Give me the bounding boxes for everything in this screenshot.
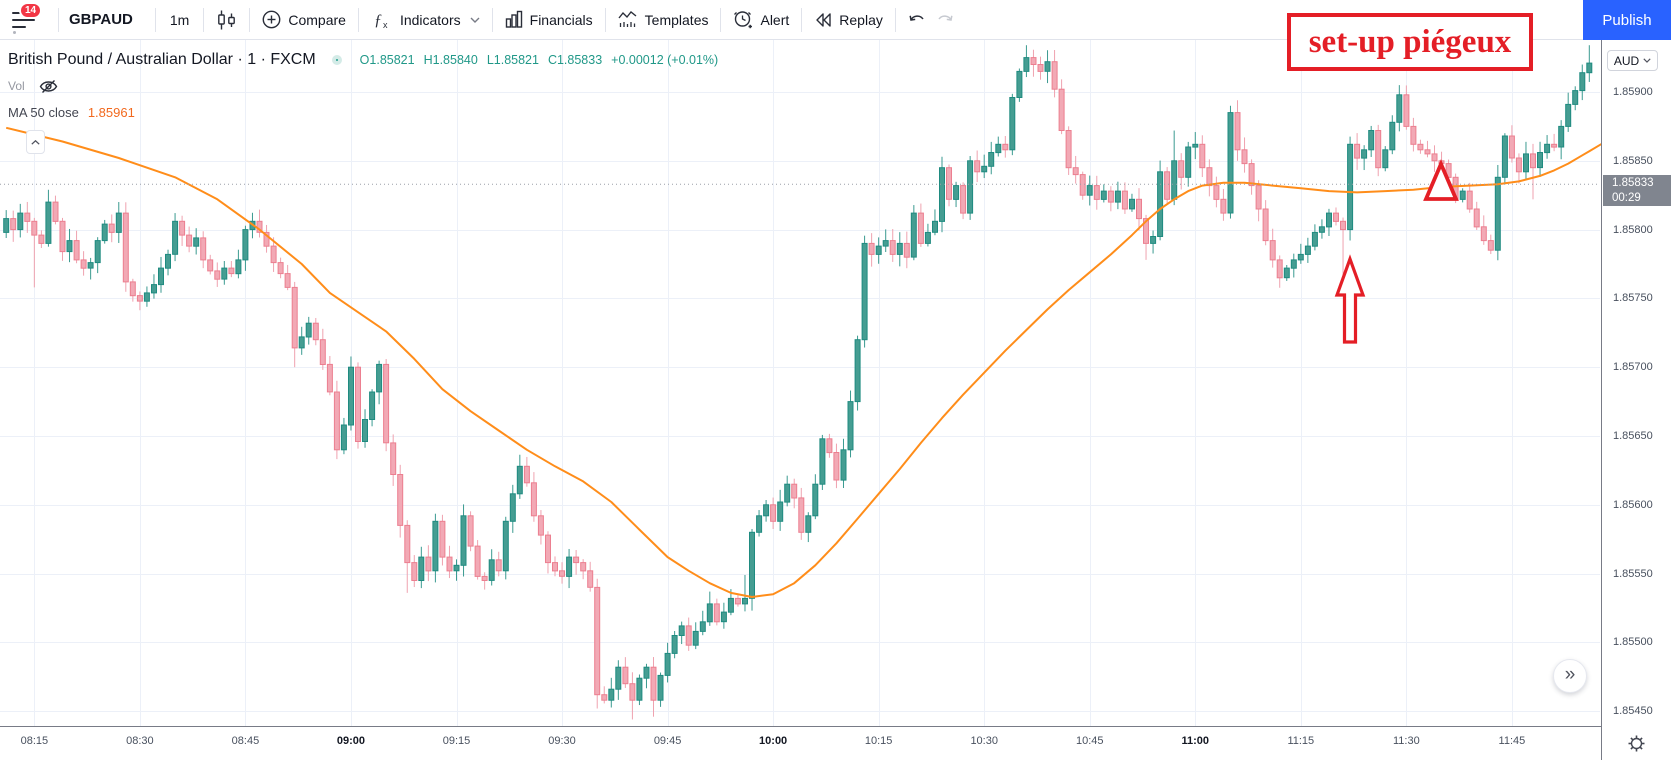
ohlc-item: C1.85833 bbox=[547, 53, 603, 67]
replay-button[interactable]: Replay bbox=[802, 0, 895, 40]
time-axis-label: 09:30 bbox=[548, 735, 576, 747]
time-axis-label: 08:30 bbox=[126, 735, 154, 747]
grid bbox=[0, 40, 1600, 726]
toolbar-separator bbox=[720, 7, 722, 32]
toolbar-separator bbox=[249, 7, 251, 32]
alert-button[interactable]: Alert bbox=[721, 0, 801, 40]
time-axis-label: 09:45 bbox=[653, 735, 682, 747]
rewind-icon bbox=[816, 12, 831, 27]
toolbar-separator bbox=[604, 7, 606, 32]
ma-line bbox=[5, 126, 1603, 598]
ohlc-item: L1.85821 bbox=[486, 53, 539, 67]
price-axis-label: 1.85650 bbox=[1613, 430, 1653, 442]
interval-button[interactable]: 1m bbox=[169, 11, 190, 28]
alarm-clock-icon bbox=[734, 10, 753, 28]
chevron-down-icon bbox=[470, 17, 480, 23]
scroll-to-recent-button[interactable]: » bbox=[1553, 659, 1587, 693]
price-axis[interactable]: 1.85833 00:29 1.85900 1.85850 1.85800 1.857… bbox=[1601, 40, 1671, 726]
time-axis[interactable]: 08:15 08:30 08:45 09:00 09:15 09:30 09:45 10:00… bbox=[0, 726, 1671, 760]
time-axis-label: 08:15 bbox=[20, 735, 49, 747]
axis-settings-corner[interactable] bbox=[1601, 726, 1671, 760]
compare-button[interactable]: Compare bbox=[250, 0, 358, 40]
time-axis-label: 10:00 bbox=[759, 735, 788, 747]
indicators-button[interactable]: ƒ x Indicators bbox=[359, 0, 492, 40]
bar-countdown: 00:29 bbox=[1612, 192, 1641, 205]
volume-indicator-label[interactable]: Vol bbox=[8, 79, 25, 93]
price-axis-label: 1.85750 bbox=[1613, 292, 1653, 305]
collapse-legend-button[interactable] bbox=[26, 130, 45, 154]
undo-icon[interactable] bbox=[908, 13, 926, 27]
last-price-badge: 1.85833 00:29 bbox=[1603, 175, 1671, 207]
double-chevron-right-icon: » bbox=[1564, 663, 1576, 685]
time-axis-label: 11:30 bbox=[1393, 735, 1420, 747]
price-axis-label: 1.85450 bbox=[1613, 705, 1653, 718]
function-icon: ƒ x bbox=[374, 12, 388, 30]
main-menu-button[interactable]: 14 bbox=[0, 0, 58, 40]
symbol-button[interactable]: GBPAUD bbox=[69, 11, 133, 28]
time-axis-label: 09:00 bbox=[336, 735, 366, 747]
price-axis-label: 1.85600 bbox=[1613, 498, 1653, 511]
gear-icon bbox=[1628, 735, 1645, 751]
financials-button[interactable]: Financials bbox=[493, 0, 605, 40]
currency-dropdown[interactable]: AUD bbox=[1607, 50, 1658, 71]
toolbar-separator bbox=[894, 7, 896, 32]
bar-chart-icon bbox=[505, 10, 522, 28]
time-axis-label: 10:30 bbox=[970, 735, 998, 747]
chevron-up-icon bbox=[31, 139, 40, 145]
compare-plus-icon bbox=[262, 10, 281, 29]
time-axis-label: 08:45 bbox=[231, 735, 260, 747]
svg-text:ƒ: ƒ bbox=[374, 12, 382, 29]
publish-button[interactable]: Publish bbox=[1583, 0, 1671, 40]
toolbar-separator bbox=[154, 7, 156, 32]
time-axis-label: 09:15 bbox=[442, 735, 471, 747]
symbol-title[interactable]: British Pound / Australian Dollar · 1 · … bbox=[8, 51, 316, 68]
candles bbox=[3, 45, 1593, 720]
ma-indicator-label[interactable]: MA 50 close bbox=[8, 104, 79, 120]
price-axis-label: 1.85550 bbox=[1613, 567, 1653, 580]
sparkline-icon bbox=[618, 11, 637, 27]
redo-icon[interactable] bbox=[936, 13, 954, 27]
visibility-off-icon[interactable] bbox=[39, 79, 58, 94]
svg-text:x: x bbox=[383, 20, 388, 30]
chart-legend: British Pound / Australian Dollar · 1 · … bbox=[8, 50, 727, 121]
time-axis-label: 11:15 bbox=[1287, 735, 1315, 747]
price-axis-label: 1.85800 bbox=[1613, 223, 1653, 236]
market-status-dot[interactable] bbox=[331, 55, 342, 65]
time-axis-label: 10:15 bbox=[864, 735, 893, 747]
ohlc-item: H1.85840 bbox=[423, 53, 478, 67]
chevron-down-icon bbox=[1643, 58, 1651, 63]
toolbar-separator bbox=[491, 7, 493, 32]
toolbar-separator bbox=[203, 7, 205, 32]
change-value: +0.00012 (+0.01%) bbox=[611, 53, 719, 67]
notification-badge: 14 bbox=[19, 1, 43, 19]
time-axis-label: 11:00 bbox=[1181, 735, 1210, 747]
price-axis-label: 1.85500 bbox=[1613, 636, 1653, 649]
ma-indicator-value: 1.85961 bbox=[87, 104, 135, 120]
templates-button[interactable]: Templates bbox=[606, 0, 721, 40]
toolbar-separator bbox=[357, 7, 359, 32]
ohlc-values: O1.85821 H1.85840 L1.85821 C1.85833 +0.00012… bbox=[360, 53, 728, 67]
candlestick-icon bbox=[218, 10, 236, 29]
price-axis-label: 1.85850 bbox=[1613, 154, 1653, 167]
price-axis-label: 1.85700 bbox=[1613, 361, 1653, 374]
time-axis-label: 11:45 bbox=[1498, 735, 1526, 747]
price-axis-label: 1.85900 bbox=[1613, 86, 1653, 98]
toolbar-separator bbox=[58, 7, 59, 32]
chart-style-button[interactable] bbox=[204, 0, 249, 40]
ohlc-item: O1.85821 bbox=[359, 53, 415, 67]
toolbar-separator bbox=[801, 7, 803, 32]
annotation-text-box: set-up piégeux bbox=[1287, 13, 1533, 71]
time-axis-label: 10:45 bbox=[1075, 735, 1104, 747]
